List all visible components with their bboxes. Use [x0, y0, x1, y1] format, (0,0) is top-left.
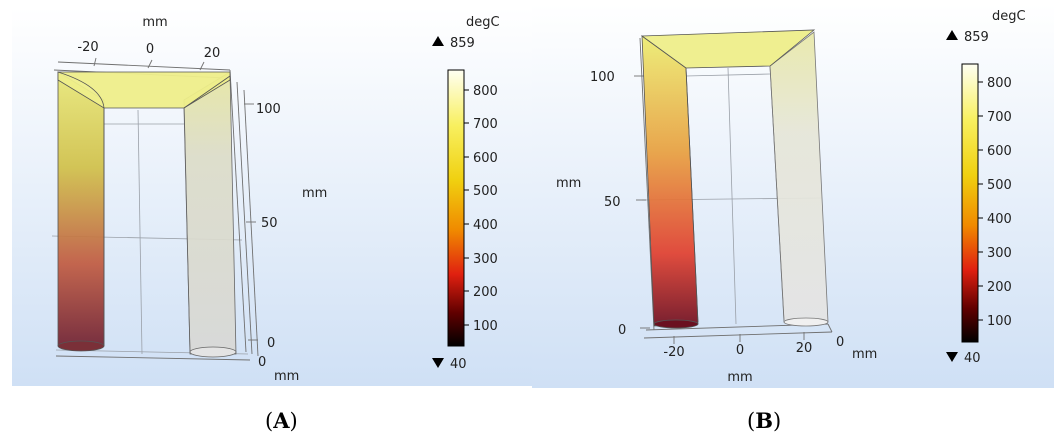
max-arrow-icon [432, 36, 444, 46]
z-tick-label: 0 [618, 323, 626, 338]
panel-a-plot: mm -20 0 20 100 mm 50 0 0 mm degC 859 80… [12, 8, 532, 386]
z-tick-label: 0 [267, 336, 275, 351]
colorbar-tick-label: 100 [987, 314, 1012, 329]
panel-a: mm -20 0 20 100 mm 50 0 0 mm degC 859 80… [12, 0, 532, 390]
colorbar-tick-label: 400 [473, 218, 498, 233]
colorbar-tick-label: 800 [473, 84, 498, 99]
colorbar-min: 40 [450, 357, 467, 372]
panel-b: 100 mm 50 0 -20 0 20 0 mm mm degC 859 80… [532, 0, 1054, 392]
x-axis-unit: mm [142, 15, 167, 30]
x-tick-label: -20 [77, 40, 98, 55]
z-axis-unit: mm [556, 176, 581, 191]
colorbar-tick-label: 500 [473, 184, 498, 199]
colorbar-labels: 800 700 600 500 400 300 200 100 [473, 84, 498, 334]
tick-marks [634, 75, 805, 344]
colorbar-tick-label: 300 [473, 252, 498, 267]
x-tick-label: 0 [146, 42, 154, 57]
colorbar-tick-label: 600 [473, 151, 498, 166]
caption-b-letter: B [755, 408, 773, 433]
colorbar-unit: degC [992, 9, 1026, 24]
colorbar-tick-label: 500 [987, 178, 1012, 193]
y-tick-label: 0 [836, 335, 844, 350]
y-tick-label: 0 [258, 355, 266, 370]
y-axis-unit: mm [274, 369, 299, 384]
right-leg-base [783, 317, 829, 327]
colorbar-tick-label: 200 [473, 285, 498, 300]
caption-a: (A) [265, 408, 298, 433]
caption-b: (B) [747, 408, 782, 433]
min-arrow-icon [432, 358, 444, 368]
x-axis-unit: mm [727, 370, 752, 385]
z-tick-label: 50 [604, 195, 621, 210]
colorbar-tick-label: 700 [473, 117, 498, 132]
colorbar-min: 40 [964, 351, 981, 366]
tick-marks [93, 57, 258, 341]
x-tick-label: 20 [796, 341, 813, 356]
left-leg-base [57, 340, 105, 352]
colorbar-max: 859 [450, 36, 475, 51]
colorbar-labels: 800 700 600 500 400 300 200 100 [987, 76, 1012, 329]
colorbar-tick-label: 600 [987, 144, 1012, 159]
colorbar-max: 859 [964, 30, 989, 45]
caption-a-letter: A [273, 408, 290, 433]
colorbar-tick-label: 400 [987, 212, 1012, 227]
colorbar-ticks [464, 89, 469, 326]
right-leg-base [189, 346, 237, 358]
right-leg [183, 71, 237, 355]
colorbar [961, 63, 979, 343]
left-leg-base [653, 319, 699, 329]
colorbar [447, 69, 465, 347]
colorbar-tick-label: 200 [987, 280, 1012, 295]
z-tick-label: 50 [261, 216, 278, 231]
colorbar-tick-label: 100 [473, 319, 498, 334]
panel-b-plot: 100 mm 50 0 -20 0 20 0 mm mm degC 859 80… [532, 4, 1054, 388]
colorbar-ticks [978, 81, 983, 321]
colorbar-tick-label: 300 [987, 246, 1012, 261]
left-leg [57, 71, 105, 347]
x-tick-label: 0 [736, 343, 744, 358]
z-tick-label: 100 [256, 102, 281, 117]
colorbar-unit: degC [466, 15, 500, 30]
x-tick-label: 20 [204, 46, 221, 61]
y-axis-unit: mm [852, 347, 877, 362]
min-arrow-icon [946, 352, 958, 362]
x-tick-label: -20 [663, 345, 684, 360]
max-arrow-icon [946, 30, 958, 40]
z-axis-unit: mm [302, 186, 327, 201]
z-tick-label: 100 [590, 70, 615, 85]
colorbar-tick-label: 800 [987, 76, 1012, 91]
colorbar-tick-label: 700 [987, 110, 1012, 125]
